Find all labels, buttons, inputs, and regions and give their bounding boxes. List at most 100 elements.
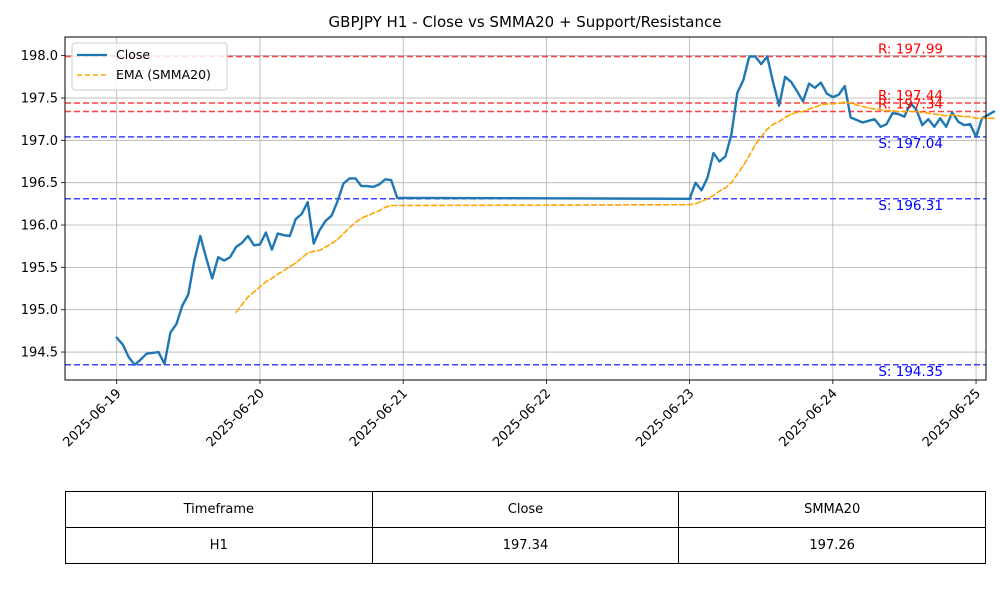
close-point [814, 87, 816, 89]
smma-point [760, 136, 762, 138]
smma-point [695, 203, 697, 205]
smma-point [897, 110, 900, 113]
smma-point [718, 190, 721, 192]
close-point [712, 152, 715, 154]
smma-point [742, 165, 744, 167]
smma-point [856, 104, 858, 106]
close-point [862, 121, 864, 124]
smma-point [868, 107, 870, 109]
smma-point [790, 113, 792, 115]
close-point [336, 200, 339, 202]
smma-point [772, 123, 774, 125]
close-point [116, 337, 118, 339]
close-point [802, 100, 804, 102]
axes: 2025-06-19 2025-06-20 2025-06-21 2025-06-22… [21, 49, 984, 450]
price-chart: GBPJPY H1 - Close vs SMMA20 + Support/Re… [21, 13, 996, 450]
close-point [157, 351, 160, 353]
resistance-label: R: 197.44 [878, 88, 943, 104]
smma-point [724, 187, 727, 189]
close-point [151, 352, 154, 354]
close-point [372, 186, 374, 188]
cell-smma20: 197.26 [678, 527, 986, 564]
close-point [718, 160, 721, 163]
smma-point [289, 265, 291, 268]
close-point [796, 90, 798, 92]
smma-point [933, 113, 935, 115]
smma-point [396, 204, 398, 207]
legend-smma-label: EMA (SMMA20) [116, 67, 211, 82]
support-label: S: 197.04 [878, 136, 943, 152]
smma-point [348, 227, 351, 229]
close-point [909, 102, 912, 104]
smma-point [366, 215, 368, 217]
x-tick-label: 2025-06-21 [347, 386, 411, 450]
header-smma20: SMMA20 [678, 491, 986, 528]
close-point [140, 359, 142, 361]
y-tick-label: 196.5 [21, 176, 58, 191]
close-point [915, 109, 918, 111]
close-point [384, 178, 386, 180]
close-point [903, 116, 906, 118]
y-tick-label: 194.5 [21, 346, 58, 361]
smma-point [706, 198, 709, 200]
close-point [784, 76, 786, 78]
x-tick-label: 2025-06-25 [920, 386, 984, 450]
smma-point [331, 243, 333, 245]
smma-point [987, 117, 989, 119]
x-tick-label: 2025-06-23 [633, 386, 697, 450]
smma-point [754, 144, 756, 146]
close-point [163, 363, 166, 365]
close-point [838, 94, 840, 96]
smma-point [712, 194, 715, 196]
close-point [307, 201, 309, 203]
close-point [790, 81, 792, 83]
smma-point [957, 115, 959, 117]
smma-point [850, 102, 852, 104]
close-point [199, 235, 201, 237]
close-point [128, 356, 130, 358]
legend-close-label: Close [116, 47, 150, 62]
close-point [868, 120, 870, 122]
close-point [766, 55, 768, 58]
close-point [205, 257, 207, 259]
smma-point [838, 102, 840, 104]
close-point [169, 332, 171, 334]
close-point [975, 136, 977, 138]
smma-point [235, 311, 237, 313]
close-point [826, 93, 828, 95]
y-tick-label: 197.5 [21, 91, 58, 106]
close-point [390, 179, 392, 181]
close-point [969, 123, 971, 125]
smma-point [778, 121, 780, 123]
smma-point [354, 221, 356, 224]
close-point [265, 232, 267, 234]
close-point [742, 79, 744, 81]
smma-point [915, 110, 918, 113]
y-tick-label: 196.0 [21, 219, 58, 234]
legend: Close EMA (SMMA20) [71, 42, 228, 91]
smma-point [402, 204, 404, 207]
close-point [193, 260, 195, 262]
smma-point [975, 117, 977, 119]
smma-point [945, 115, 947, 117]
smma-point [844, 101, 846, 103]
smma-point [862, 105, 864, 107]
series-lines [115, 55, 996, 366]
close-point [891, 112, 894, 114]
close-point [689, 198, 691, 200]
smma-point [826, 103, 828, 105]
close-point [313, 243, 315, 245]
smma-point [301, 257, 303, 259]
close-point [844, 85, 846, 87]
header-timeframe: Timeframe [65, 491, 373, 528]
smma-point [384, 206, 386, 208]
close-point [247, 235, 249, 237]
smma-point [808, 108, 810, 110]
close-point [295, 218, 297, 220]
support-label: S: 194.35 [878, 364, 943, 380]
close-point [354, 177, 356, 179]
smma-point [796, 111, 798, 113]
close-point [331, 215, 333, 217]
close-point [748, 55, 750, 58]
x-tick-label: 2025-06-22 [490, 386, 554, 450]
